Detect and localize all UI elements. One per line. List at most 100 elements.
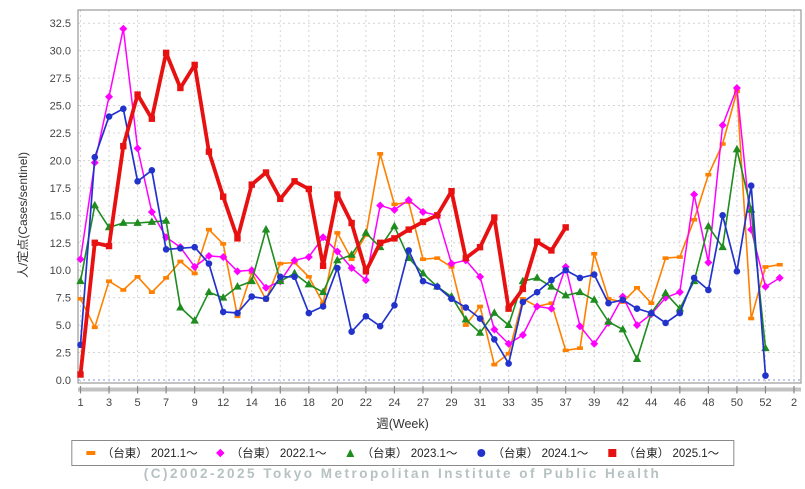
series-marker-1 xyxy=(105,92,114,101)
series-marker-3 xyxy=(177,244,184,252)
series-marker-3 xyxy=(348,328,355,335)
series-marker-2 xyxy=(718,242,727,251)
series-marker-1 xyxy=(718,121,727,130)
series-marker-3 xyxy=(319,303,327,310)
series-marker-2 xyxy=(590,295,599,303)
y-tick-label: 32.5 xyxy=(50,18,71,30)
series-marker-3 xyxy=(762,372,769,379)
series-marker-4 xyxy=(105,242,113,250)
x-tick-label: 3 xyxy=(106,397,112,409)
series-marker-1 xyxy=(361,276,370,285)
series-marker-4 xyxy=(120,142,127,150)
series-marker-3 xyxy=(219,308,227,316)
series-marker-4 xyxy=(162,49,170,57)
x-tick-label: 14 xyxy=(246,397,258,409)
series-marker-0 xyxy=(177,259,184,264)
series-marker-2 xyxy=(147,217,157,225)
series-marker-0 xyxy=(305,275,312,279)
x-tick-label: 31 xyxy=(474,397,486,409)
series-marker-3 xyxy=(105,113,113,120)
y-tick-label: 27.5 xyxy=(50,73,71,85)
series-marker-4 xyxy=(205,148,213,155)
series-marker-4 xyxy=(77,371,84,378)
series-marker-4 xyxy=(519,285,527,293)
series-marker-3 xyxy=(262,295,270,303)
series-marker-2 xyxy=(547,282,556,290)
series-marker-4 xyxy=(191,61,198,69)
series-marker-0 xyxy=(748,316,755,321)
series-marker-3 xyxy=(548,276,555,284)
series-marker-3 xyxy=(576,274,584,282)
x-tick-label: 7 xyxy=(163,397,169,409)
series-marker-4 xyxy=(505,305,512,312)
y-tick-label: 7.5 xyxy=(56,293,71,305)
series-marker-3 xyxy=(234,309,241,317)
series-marker-1 xyxy=(447,259,456,268)
series-marker-2 xyxy=(318,287,328,296)
x-tick-label: 42 xyxy=(617,397,629,409)
series-marker-1 xyxy=(190,262,199,271)
series-marker-0 xyxy=(434,256,441,260)
series-marker-1 xyxy=(418,208,427,217)
series-marker-3 xyxy=(419,277,427,285)
series-marker-3 xyxy=(648,309,655,317)
series-marker-0 xyxy=(648,301,655,305)
series-marker-4 xyxy=(533,238,541,245)
x-tick-label: 5 xyxy=(135,397,141,409)
series-marker-1 xyxy=(290,256,299,265)
series-marker-0 xyxy=(77,296,84,301)
series-marker-4 xyxy=(462,254,469,262)
series-marker-2 xyxy=(233,282,242,290)
series-marker-0 xyxy=(148,290,155,294)
series-marker-3 xyxy=(391,302,398,309)
series-marker-2 xyxy=(732,144,742,153)
series-marker-3 xyxy=(505,360,512,367)
series-marker-4 xyxy=(376,239,384,246)
series-marker-0 xyxy=(576,346,583,350)
series-marker-2 xyxy=(461,315,470,323)
series-marker-3 xyxy=(448,295,455,303)
legend-item-3: （台東） 2024.1～ xyxy=(477,445,588,461)
series-marker-0 xyxy=(191,271,198,276)
series-marker-2 xyxy=(604,317,613,325)
series-marker-3 xyxy=(747,182,755,189)
series-marker-3 xyxy=(91,153,99,161)
series-marker-2 xyxy=(90,200,99,209)
series-marker-3 xyxy=(690,274,698,282)
series-marker-0 xyxy=(776,262,783,267)
series-marker-4 xyxy=(248,181,255,188)
series-marker-1 xyxy=(547,304,556,313)
x-tick-label: 16 xyxy=(274,397,286,409)
plot-frame xyxy=(77,9,802,384)
y-tick-label: 12.5 xyxy=(50,238,71,250)
x-tick-label: 22 xyxy=(360,397,372,409)
series-marker-4 xyxy=(391,235,398,242)
y-tick-label: 0.0 xyxy=(56,375,71,387)
series-marker-2 xyxy=(76,276,85,285)
x-tick-label: 35 xyxy=(531,397,543,409)
legend-marker-triangle-icon xyxy=(346,449,355,457)
y-tick-label: 15.0 xyxy=(50,210,71,222)
x-tick-label: 52 xyxy=(759,397,771,409)
series-marker-2 xyxy=(133,218,142,226)
series-marker-0 xyxy=(719,142,726,146)
series-marker-3 xyxy=(120,105,127,113)
series-marker-0 xyxy=(277,261,284,266)
series-marker-1 xyxy=(404,195,413,204)
series-marker-2 xyxy=(561,290,570,299)
series-marker-0 xyxy=(163,276,170,280)
series-marker-3 xyxy=(376,322,384,330)
series-marker-4 xyxy=(448,187,455,195)
series-marker-4 xyxy=(562,224,569,231)
series-marker-1 xyxy=(575,322,584,331)
series-marker-0 xyxy=(462,323,469,327)
series-marker-2 xyxy=(161,216,171,224)
legend-marker-square-icon xyxy=(608,449,617,457)
legend-marker-diamond-icon xyxy=(216,448,225,458)
series-marker-3 xyxy=(334,264,341,272)
series-marker-1 xyxy=(204,251,213,260)
x-tick-label: 2 xyxy=(791,397,797,409)
series-marker-4 xyxy=(220,193,227,200)
series-marker-1 xyxy=(319,233,328,242)
series-marker-1 xyxy=(219,253,228,262)
